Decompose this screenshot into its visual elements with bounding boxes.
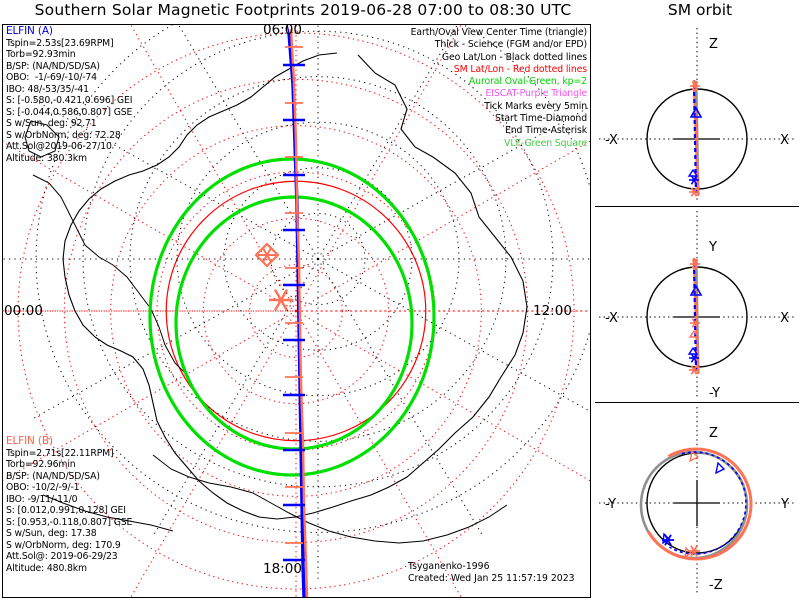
legend-entry: Geo Lat/Lon - Black dotted lines (441, 51, 587, 63)
marker-triangle-a (689, 106, 703, 118)
mlt-label-top: 06:00 (263, 22, 302, 38)
info-line: IBO: 48/-53/35/-41 (6, 83, 89, 95)
info-line: B/SP: (NA/ND/SD/SA) (6, 60, 100, 72)
end-marker-b (269, 289, 293, 311)
spacecraft-name: ELFIN (B) (6, 435, 53, 447)
axis-label-right: X (780, 311, 789, 326)
legend-entry: VLF-Green Square (504, 137, 587, 149)
orbit-canvas-xy: Y -X X -Y (599, 211, 795, 401)
legend-entry: End Time-Asterisk (504, 125, 587, 137)
info-line: OBO: -1/-69/-10/-74 (6, 72, 97, 84)
coastline-south (152, 454, 508, 544)
orbit-panel-title: SM orbit (667, 1, 733, 19)
marker-asterisk-a (689, 175, 699, 185)
spacecraft-name: ELFIN (A) (6, 25, 53, 37)
coastline (62, 52, 528, 520)
info-line: S w/OrbNorm, deg: 72.28 (6, 129, 121, 141)
mlt-label-bottom: 18:00 (263, 561, 302, 577)
marker-asterisk-b-top (690, 81, 700, 91)
orbit-track-b (647, 447, 753, 561)
marker-triangle-b (688, 450, 700, 463)
axis-label-top: Z (709, 426, 718, 441)
marker-diamond-a (687, 168, 699, 177)
orbit-canvas-yz: Z -Y Y -Z (599, 407, 795, 595)
axis-label-top: Y (708, 240, 717, 255)
info-line: S: [0.012,0.991,0.128] GEI (6, 505, 126, 517)
polar-map-canvas (3, 25, 590, 597)
legend-entry: EISCAT-Purple Triangle (485, 88, 588, 100)
marker-asterisk-b-bot (689, 187, 699, 197)
marker-asterisk-b-mid (690, 318, 700, 328)
info-line: S w/Sun, deg: 92.71 (6, 118, 97, 130)
mlt-label-left: 00:00 (4, 303, 43, 319)
info-line: Att.Sol@2019-06-27/10 (6, 141, 112, 153)
info-line: S: [-0.580,-0.421,0.696] GEI (6, 95, 133, 107)
spacecraft-a-info: ELFIN (A) Tspin=2.53s[23.69RPM] Torb=92.93… (6, 25, 133, 165)
axis-label-right: Y (780, 497, 789, 512)
auroral-oval-inner (174, 195, 414, 451)
marker-asterisk-b-bot (689, 365, 699, 375)
info-line: Att.Sol@: 2019-06-29/23 (6, 551, 118, 563)
axis-label-bottom: -Y (709, 386, 720, 401)
axis-label-left: -X (605, 133, 618, 148)
info-line: Tspin=2.53s[23.69RPM] (6, 37, 114, 49)
info-line: OBO: -10/2/-9/-1 (6, 482, 80, 494)
info-line: Tspin=2.71s[22.11RPM] (6, 447, 114, 459)
orbit-canvas-xz: Z -X X (599, 28, 795, 202)
polar-footprint-map[interactable] (2, 24, 591, 598)
model-name: Tsyganenko-1996 (408, 561, 490, 572)
credits-block: Tsyganenko-1996 Created: Wed Jan 25 11:5… (408, 561, 575, 585)
start-cross-b (258, 246, 276, 264)
info-line: B/SP: (NA/ND/SD/SA) (6, 470, 100, 482)
legend-entry: SM Lat/Lon - Red dotted lines (453, 63, 587, 75)
info-line: Altitude: 380.3km (6, 153, 87, 165)
auroral-oval-outer (148, 157, 436, 477)
info-line: Torb=92.96min (6, 459, 76, 471)
axis-label-right: X (780, 133, 789, 148)
marker-asterisk-b-top (690, 259, 700, 269)
coastline-island (24, 120, 60, 158)
info-line: S w/OrbNorm, deg: 170.9 (6, 539, 121, 551)
page-title: Southern Solar Magnetic Footprints 2019-… (34, 1, 572, 19)
legend-entry: Earth/Oval View Center Time (triangle) (410, 27, 587, 38)
info-line: Torb=92.93min (6, 49, 76, 61)
sm-orbit-panel-xy[interactable]: Y -X X -Y (595, 206, 799, 402)
info-line: S: [-0.044,0.586,0.807] GSE (6, 106, 133, 118)
axis-label-left: -Y (605, 497, 616, 512)
marker-asterisk-b (688, 545, 700, 557)
legend-entry: Start Time-Diamond (495, 113, 587, 125)
start-marker-b (254, 242, 280, 268)
marker-triangle-a (689, 284, 703, 296)
marker-asterisk-a (689, 353, 699, 363)
legend-entry: Tick Marks every 5min (484, 100, 587, 112)
info-line: Altitude: 480.8km (6, 563, 87, 575)
legend-entry: Thick - Science (FGM and/or EPD) (434, 39, 587, 51)
sm-orbit-panel-xz[interactable]: Z -X X (595, 24, 799, 206)
axis-label-left: -X (605, 311, 618, 326)
info-line: S: [0.953,-0.118,0.807] GSE (6, 516, 133, 528)
coastline-fragment (32, 174, 190, 378)
map-legend: Earth/Oval View Center Time (triangle) Th… (335, 27, 587, 150)
marker-triangle-a (715, 461, 726, 475)
axis-label-bottom: -Z (709, 578, 723, 593)
axis-label-top: Z (709, 37, 718, 52)
sm-orbit-panel-yz[interactable]: Z -Y Y -Z (595, 402, 799, 598)
spacecraft-b-info: ELFIN (B) Tspin=2.71s[22.11RPM] Torb=92.96… (6, 435, 133, 575)
coastline-extra (42, 494, 174, 532)
marker-diamond-b (688, 329, 700, 338)
marker-asterisk-a (662, 534, 674, 546)
info-line: IBO: -9/11/-11/0 (6, 493, 78, 505)
legend-entry: Auroral Oval-Green, kp=2 (468, 76, 587, 88)
info-line: S w/Sun, deg: 17.38 (6, 528, 97, 540)
mlt-label-right: 12:00 (533, 303, 572, 319)
created-timestamp: Created: Wed Jan 25 11:57:19 2023 (408, 573, 575, 584)
marker-diamond-a (687, 346, 699, 355)
